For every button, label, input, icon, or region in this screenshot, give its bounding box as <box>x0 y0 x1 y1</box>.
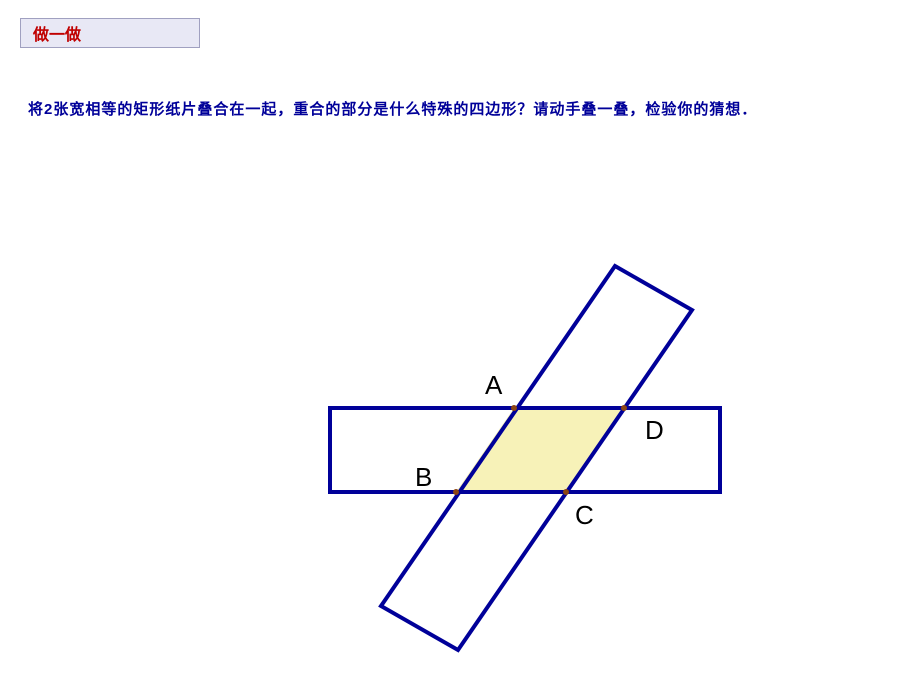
label-b: B <box>415 462 432 493</box>
geometry-diagram: A B C D <box>260 250 760 670</box>
header-box: 做一做 <box>20 18 200 48</box>
point-c-dot <box>563 489 569 495</box>
label-d: D <box>645 415 664 446</box>
header-label: 做一做 <box>33 21 81 45</box>
label-c: C <box>575 500 594 531</box>
point-d-dot <box>621 405 627 411</box>
point-a-dot <box>511 405 517 411</box>
diagram-svg <box>260 250 760 670</box>
overlap-rhombus-fill <box>456 408 624 492</box>
question-text: 将2张宽相等的矩形纸片叠合在一起，重合的部分是什么特殊的四边形？请动手叠一叠，检… <box>28 98 757 119</box>
point-b-dot <box>453 489 459 495</box>
label-a: A <box>485 370 502 401</box>
